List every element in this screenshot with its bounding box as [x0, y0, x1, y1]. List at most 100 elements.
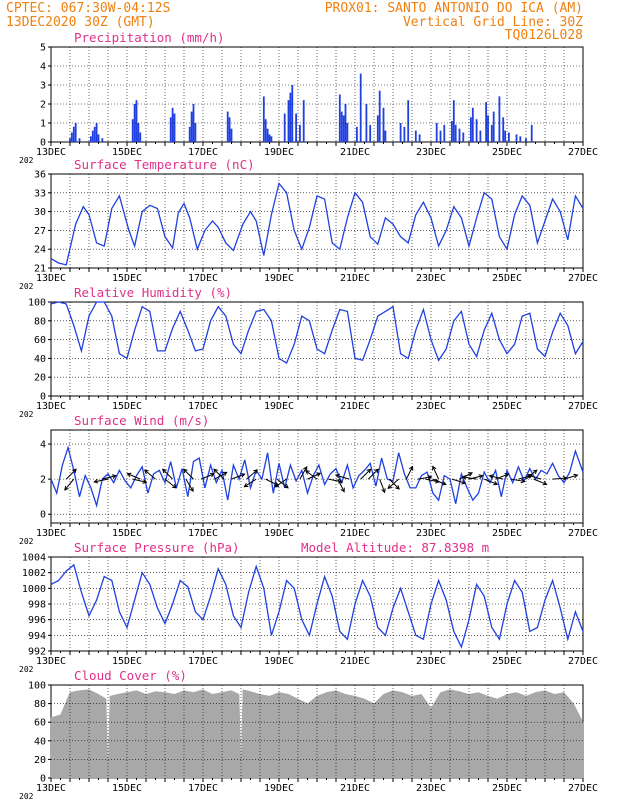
precip-bar — [452, 100, 455, 142]
wind-arrow-head — [161, 468, 167, 474]
x-tick-label: 15DEC — [112, 401, 142, 412]
precip-bar — [74, 123, 77, 142]
x-tick-label: 27DEC — [568, 528, 598, 539]
x-tick-label: 17DEC — [188, 401, 218, 412]
precip-bar — [287, 100, 290, 142]
y-tick-label: 4 — [40, 440, 46, 451]
wind-arrow-head — [182, 468, 188, 474]
precip-bar — [519, 136, 522, 142]
x-tick-label: 25DEC — [492, 273, 522, 284]
wind-arrow — [379, 478, 386, 493]
precip-bar — [485, 102, 487, 142]
precip-bar — [97, 134, 100, 142]
y-tick-label: 992 — [28, 647, 46, 658]
year-label: 202 — [19, 410, 34, 419]
wind-arrow-head — [432, 465, 437, 471]
precip-bar — [169, 117, 172, 142]
x-tick-label: 21DEC — [340, 656, 370, 667]
wind-arrow-head — [142, 479, 148, 484]
x-tick-label: 13DEC — [36, 528, 66, 539]
wind-arrow — [328, 478, 343, 483]
y-tick-label: 20 — [34, 755, 46, 766]
wind-arrow-head — [111, 474, 117, 479]
wind-arrow-head — [72, 468, 77, 474]
precip-bar — [90, 136, 92, 142]
cloud-panel: 0 20 40 60 80 100 13DEC 15DEC 17DEC 19DEC 21DEC 23D… — [19, 668, 598, 800]
wind-arrow-head — [408, 465, 414, 471]
wind-arrow-head — [240, 473, 246, 478]
y-tick-label: 100 — [28, 298, 46, 309]
wind-arrow-head — [395, 485, 400, 490]
precip-bar — [454, 124, 457, 142]
precip-bar — [135, 100, 138, 142]
precip-bar — [190, 111, 193, 142]
wind-arrow-head — [304, 470, 310, 475]
precip-bar — [137, 123, 140, 142]
y-tick-label: 100 — [28, 681, 46, 692]
precip-bar — [230, 128, 233, 142]
wind-arrow-head — [532, 469, 538, 475]
wind-panel: 0 2 4 13DEC 15DEC 17DEC 19DEC 21DEC 23DEC 25DEC 27… — [19, 413, 598, 546]
wind-arrow — [432, 478, 447, 485]
precip-bar — [458, 128, 461, 142]
header-model-id: TQ0126L028 — [504, 28, 583, 43]
y-tick-label: 4 — [40, 62, 46, 73]
x-tick-label: 27DEC — [568, 783, 598, 794]
wind-arrow-head — [573, 473, 579, 479]
precip-bar — [384, 130, 387, 142]
x-tick-label: 23DEC — [416, 656, 446, 667]
y-tick-label: 60 — [34, 335, 46, 346]
x-tick-label: 15DEC — [112, 528, 142, 539]
wind-arrow-head — [468, 472, 473, 477]
wind-arrow — [489, 475, 504, 480]
wind-arrow — [337, 478, 345, 492]
y-tick-label: 24 — [34, 245, 46, 256]
wind-arrow — [510, 478, 525, 482]
wind-arrow — [563, 474, 578, 480]
precip-bar — [91, 130, 94, 142]
precip-bar — [359, 73, 362, 142]
cloud-title: Cloud Cover (%) — [74, 668, 187, 683]
precip-bar — [414, 130, 417, 142]
x-tick-label: 13DEC — [36, 783, 66, 794]
y-tick-label: 3 — [40, 81, 46, 92]
x-tick-label: 25DEC — [492, 656, 522, 667]
wind-arrow — [102, 475, 117, 480]
wind-arrow-head — [542, 480, 548, 486]
precip-bar — [369, 124, 372, 142]
wind-arrow — [132, 478, 147, 483]
x-tick-label: 27DEC — [568, 147, 598, 158]
humidity-title: Relative Humidity (%) — [74, 285, 232, 300]
wind-arrow-head — [64, 485, 69, 491]
precip-bar — [93, 126, 96, 142]
wind-arrow-head — [274, 483, 279, 488]
precip-bar — [451, 121, 453, 142]
precip-bar — [378, 90, 381, 142]
precip-bar — [289, 92, 292, 142]
y-tick-label: 60 — [34, 718, 46, 729]
precip-bar — [133, 104, 136, 142]
wind-arrow — [185, 478, 194, 492]
header-location: CPTEC: 067:30W-04:12S — [6, 1, 171, 16]
precip-bar — [435, 123, 438, 142]
y-tick-label: 21 — [34, 264, 46, 275]
precip-bar — [346, 123, 349, 142]
precip-bar — [173, 113, 176, 142]
wind-arrow-head — [461, 479, 467, 485]
x-tick-label: 15DEC — [112, 273, 142, 284]
precip-bar — [226, 111, 229, 142]
precip-bar — [71, 132, 73, 142]
x-tick-label: 23DEC — [416, 528, 446, 539]
x-tick-label: 19DEC — [264, 401, 294, 412]
wind-arrow-head — [427, 475, 433, 480]
precip-bar — [171, 107, 174, 142]
precip-bar — [101, 138, 104, 142]
x-tick-label: 15DEC — [112, 783, 142, 794]
wind-arrow-head — [461, 475, 467, 480]
wind-title: Surface Wind (m/s) — [74, 413, 209, 428]
precip-bar — [443, 124, 446, 142]
wind-arrow — [405, 466, 414, 480]
x-tick-label: 21DEC — [340, 147, 370, 158]
y-tick-label: 80 — [34, 699, 46, 710]
y-tick-label: 80 — [34, 316, 46, 327]
